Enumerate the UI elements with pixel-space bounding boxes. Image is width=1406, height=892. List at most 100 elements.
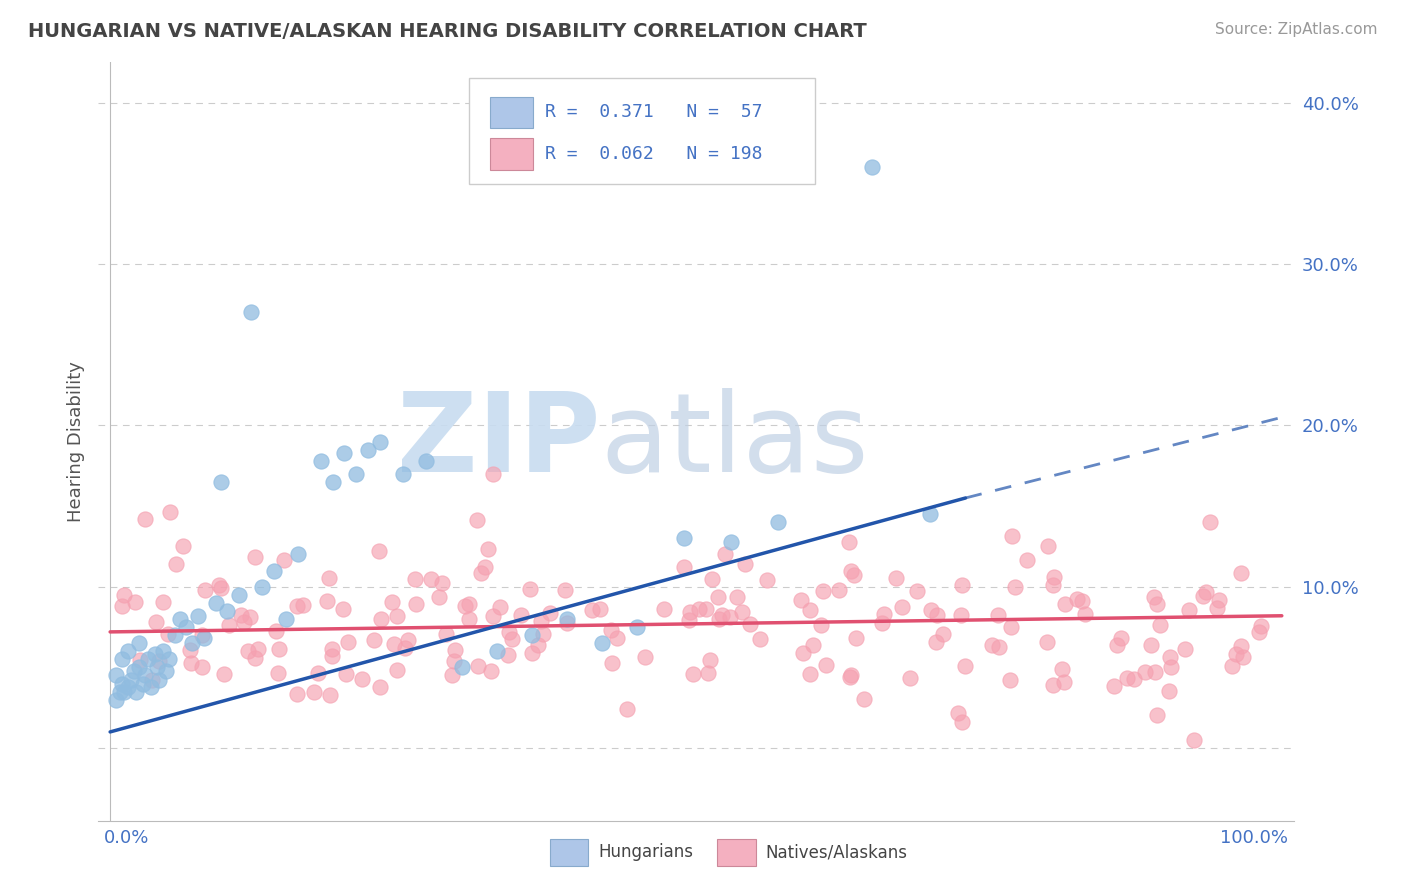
Point	[111, 599, 134, 614]
Point	[555, 616, 578, 631]
Point	[600, 657, 623, 671]
Point	[208, 578, 231, 592]
Text: Source: ZipAtlas.com: Source: ZipAtlas.com	[1215, 22, 1378, 37]
Point	[479, 664, 502, 678]
Point	[117, 644, 139, 658]
Point	[927, 607, 949, 622]
Point	[128, 636, 150, 650]
Point	[870, 616, 893, 631]
Point	[554, 582, 576, 597]
Point	[457, 612, 479, 626]
Point	[1198, 516, 1220, 530]
Point	[688, 602, 710, 616]
Point	[987, 607, 1010, 622]
Text: Hungarians: Hungarians	[598, 844, 693, 862]
Point	[269, 641, 291, 656]
Point	[239, 610, 262, 624]
Point	[191, 628, 214, 642]
Point	[810, 618, 832, 632]
Point	[1015, 552, 1038, 566]
Point	[1066, 592, 1088, 607]
Point	[148, 673, 170, 688]
Point	[125, 684, 148, 698]
Point	[907, 583, 929, 598]
Point	[898, 671, 921, 685]
Point	[711, 608, 734, 623]
Point	[143, 648, 166, 662]
Point	[246, 642, 269, 657]
Point	[839, 564, 862, 578]
Point	[243, 550, 266, 565]
Point	[981, 638, 1004, 652]
Point	[124, 595, 146, 609]
Point	[1174, 641, 1197, 656]
Point	[292, 599, 315, 613]
Point	[128, 653, 150, 667]
Point	[844, 631, 866, 645]
Point	[526, 639, 548, 653]
Point	[730, 605, 752, 619]
Point	[734, 557, 756, 571]
Point	[1250, 619, 1272, 633]
Point	[695, 602, 717, 616]
Point	[496, 648, 519, 662]
Point	[470, 566, 492, 580]
Point	[427, 591, 450, 605]
Point	[740, 617, 762, 632]
Point	[454, 599, 477, 613]
Point	[1042, 578, 1064, 592]
Point	[357, 442, 380, 457]
Point	[1042, 569, 1064, 583]
Point	[920, 507, 942, 521]
Point	[385, 663, 408, 677]
Point	[368, 434, 391, 449]
Point	[1053, 674, 1076, 689]
Point	[799, 603, 821, 617]
Point	[145, 615, 167, 629]
Point	[727, 590, 749, 604]
Point	[510, 608, 533, 623]
Point	[482, 608, 505, 623]
Point	[477, 541, 499, 556]
Point	[172, 540, 194, 554]
Point	[792, 646, 814, 660]
Point	[443, 654, 465, 668]
Point	[1208, 593, 1230, 607]
Point	[949, 608, 972, 623]
Point	[157, 626, 180, 640]
Point	[159, 505, 181, 519]
Point	[332, 602, 354, 616]
Point	[105, 668, 128, 682]
Point	[749, 632, 772, 646]
Point	[1195, 585, 1218, 599]
Point	[134, 668, 156, 682]
Point	[367, 543, 389, 558]
Point	[718, 610, 741, 624]
Point	[146, 660, 169, 674]
Point	[370, 612, 392, 626]
Point	[309, 454, 332, 468]
Point	[1205, 601, 1227, 615]
FancyBboxPatch shape	[550, 838, 589, 866]
Point	[1249, 624, 1271, 639]
Point	[344, 467, 367, 481]
Point	[1230, 566, 1253, 580]
Point	[988, 640, 1011, 654]
Point	[405, 598, 427, 612]
Point	[155, 664, 177, 678]
Point	[141, 673, 163, 687]
Point	[112, 684, 135, 698]
Point	[204, 596, 226, 610]
Point	[444, 642, 467, 657]
Point	[132, 676, 155, 690]
Point	[679, 606, 702, 620]
Point	[180, 656, 202, 670]
Point	[873, 607, 896, 621]
Text: HUNGARIAN VS NATIVE/ALASKAN HEARING DISABILITY CORRELATION CHART: HUNGARIAN VS NATIVE/ALASKAN HEARING DISA…	[28, 22, 868, 41]
Point	[839, 670, 862, 684]
Point	[263, 564, 285, 578]
Point	[1157, 684, 1180, 698]
Point	[193, 632, 215, 646]
Point	[1149, 617, 1171, 632]
Point	[458, 597, 481, 611]
